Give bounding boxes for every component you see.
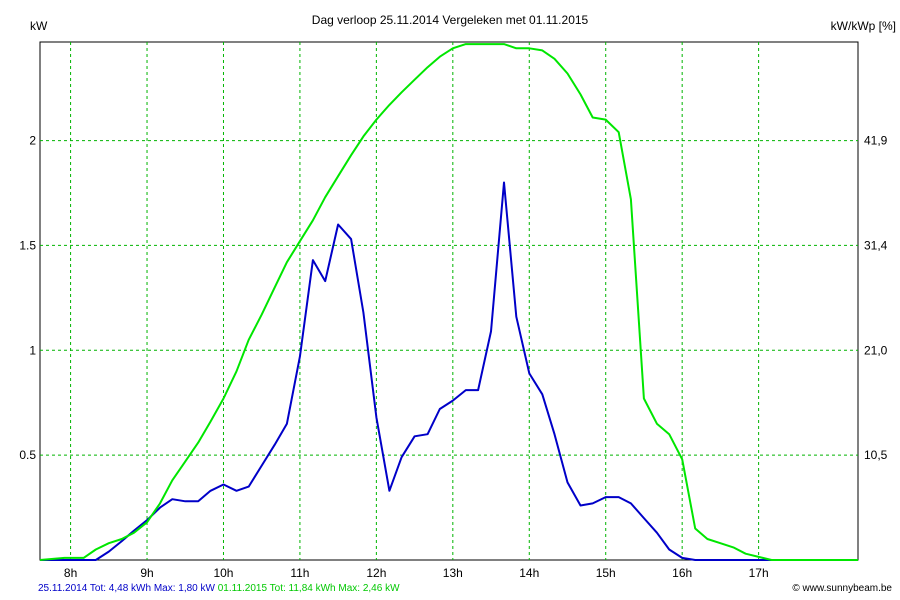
grid	[40, 42, 858, 560]
y-tick-label-right: 10,5	[864, 448, 888, 462]
tick-labels: 8h 9h 10h 11h 12h 13h 14h 15h 16h 17h 0.5 1 1.5 2 10,5…	[19, 134, 887, 580]
y-axis-label-right: kW/kWp [%]	[831, 19, 896, 33]
series1-summary: 25.11.2014 Tot: 4,48 kWh Max: 1,80 kW	[38, 583, 215, 594]
y-tick-label-left: 2	[29, 134, 36, 148]
y-tick-label-left: 1.5	[19, 238, 36, 252]
y-tick-label-right: 31,4	[864, 238, 888, 252]
series2-summary: 01.11.2015 Tot: 11,84 kWh Max: 2,46 kW	[217, 583, 400, 594]
footer-summary: 25.11.2014 Tot: 4,48 kWh Max: 1,80 kW 01…	[38, 583, 400, 594]
y-tick-label-left: 0.5	[19, 448, 36, 462]
x-tick-label: 13h	[443, 566, 463, 580]
y-tick-label-right: 41,9	[864, 134, 888, 148]
y-axis-label-left: kW	[30, 19, 48, 33]
x-tick-label: 14h	[519, 566, 539, 580]
plot-area	[39, 41, 859, 561]
series-lines	[39, 43, 858, 561]
x-tick-label: 9h	[140, 566, 153, 580]
series-line-1	[40, 181, 858, 561]
y-tick-label-right: 21,0	[864, 343, 888, 357]
x-tick-label: 12h	[366, 566, 386, 580]
x-tick-label: 11h	[290, 566, 309, 580]
x-tick-label: 10h	[213, 566, 233, 580]
x-tick-label: 15h	[596, 566, 616, 580]
x-tick-label: 17h	[749, 566, 769, 580]
credit: © www.sunnybeam.be	[792, 583, 892, 594]
chart-title: Dag verloop 25.11.2014 Vergeleken met 01…	[312, 13, 589, 27]
y-tick-label-left: 1	[29, 343, 36, 357]
x-tick-label: 16h	[672, 566, 692, 580]
series-line-2	[39, 43, 858, 561]
x-tick-label: 8h	[64, 566, 77, 580]
